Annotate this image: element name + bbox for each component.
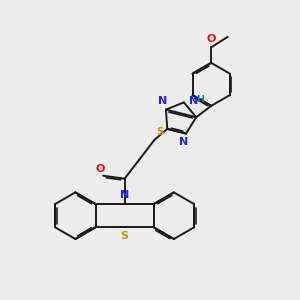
- Text: N: N: [189, 96, 199, 106]
- Text: S: S: [156, 127, 164, 137]
- Text: N: N: [158, 96, 168, 106]
- Text: N: N: [120, 190, 129, 200]
- Text: H: H: [196, 95, 204, 104]
- Text: S: S: [121, 231, 129, 241]
- Text: O: O: [95, 164, 105, 174]
- Text: O: O: [206, 34, 216, 44]
- Text: N: N: [179, 137, 188, 147]
